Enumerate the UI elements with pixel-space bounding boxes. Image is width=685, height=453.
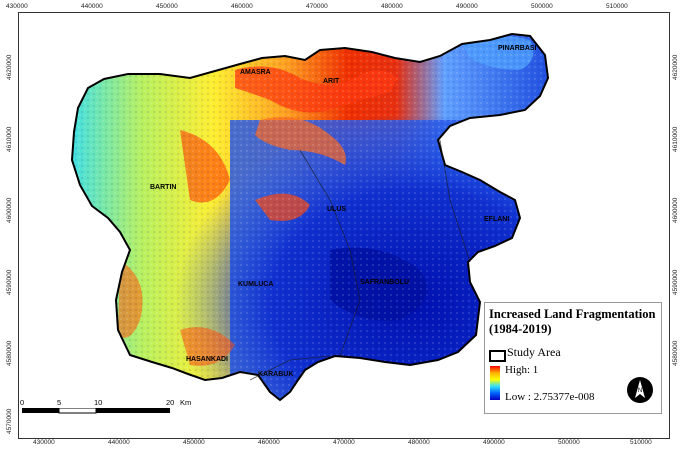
place-label: PINARBASI xyxy=(498,45,537,52)
raster-fill xyxy=(72,34,548,400)
place-label: ARIT xyxy=(323,78,340,85)
place-label: BARTIN xyxy=(150,184,177,191)
place-label: ULUS xyxy=(327,206,347,213)
x-tick: 440000 xyxy=(81,3,103,10)
x-tick: 450000 xyxy=(183,439,205,446)
north-arrow-icon: N xyxy=(626,376,654,404)
study-area-swatch xyxy=(489,350,506,362)
place-label: EFLANI xyxy=(484,216,510,223)
legend-title: Increased Land Fragmentation (1984-2019) xyxy=(489,307,656,336)
study-area-label: Study Area xyxy=(507,345,561,359)
x-tick: 480000 xyxy=(381,3,403,10)
x-tick: 490000 xyxy=(456,3,478,10)
north-letter: N xyxy=(638,388,642,394)
x-tick: 430000 xyxy=(33,439,55,446)
scale-unit: Km xyxy=(180,398,192,407)
x-tick: 480000 xyxy=(408,439,430,446)
x-tick: 470000 xyxy=(333,439,355,446)
place-label: KUMLUCA xyxy=(238,281,274,288)
x-tick: 470000 xyxy=(306,3,328,10)
x-tick: 500000 xyxy=(531,3,553,10)
place-label: AMASRA xyxy=(240,69,271,76)
x-tick: 430000 xyxy=(6,3,28,10)
x-tick: 440000 xyxy=(108,439,130,446)
scale-bar-graphic xyxy=(22,408,170,414)
district-boundaries xyxy=(249,139,471,381)
x-tick: 490000 xyxy=(483,439,505,446)
study-area-boundary xyxy=(70,32,550,402)
place-label: SAFRANBOLU xyxy=(360,279,409,286)
place-label: HASANKADI xyxy=(186,356,228,363)
x-tick: 450000 xyxy=(156,3,178,10)
scale-label: 5 xyxy=(57,398,62,407)
x-tick: 500000 xyxy=(558,439,580,446)
x-tick: 510000 xyxy=(630,439,652,446)
scale-label: 0 xyxy=(20,398,25,407)
place-label: KARABUK xyxy=(258,371,294,378)
x-tick: 510000 xyxy=(606,3,628,10)
color-ramp xyxy=(490,366,500,400)
legend-low-label: Low : 2.75377e-008 xyxy=(505,391,595,403)
x-tick: 460000 xyxy=(258,439,280,446)
scale-label: 20 xyxy=(166,398,175,407)
legend-high-label: High: 1 xyxy=(505,364,539,376)
scale-label: 10 xyxy=(94,398,103,407)
x-tick: 460000 xyxy=(231,3,253,10)
